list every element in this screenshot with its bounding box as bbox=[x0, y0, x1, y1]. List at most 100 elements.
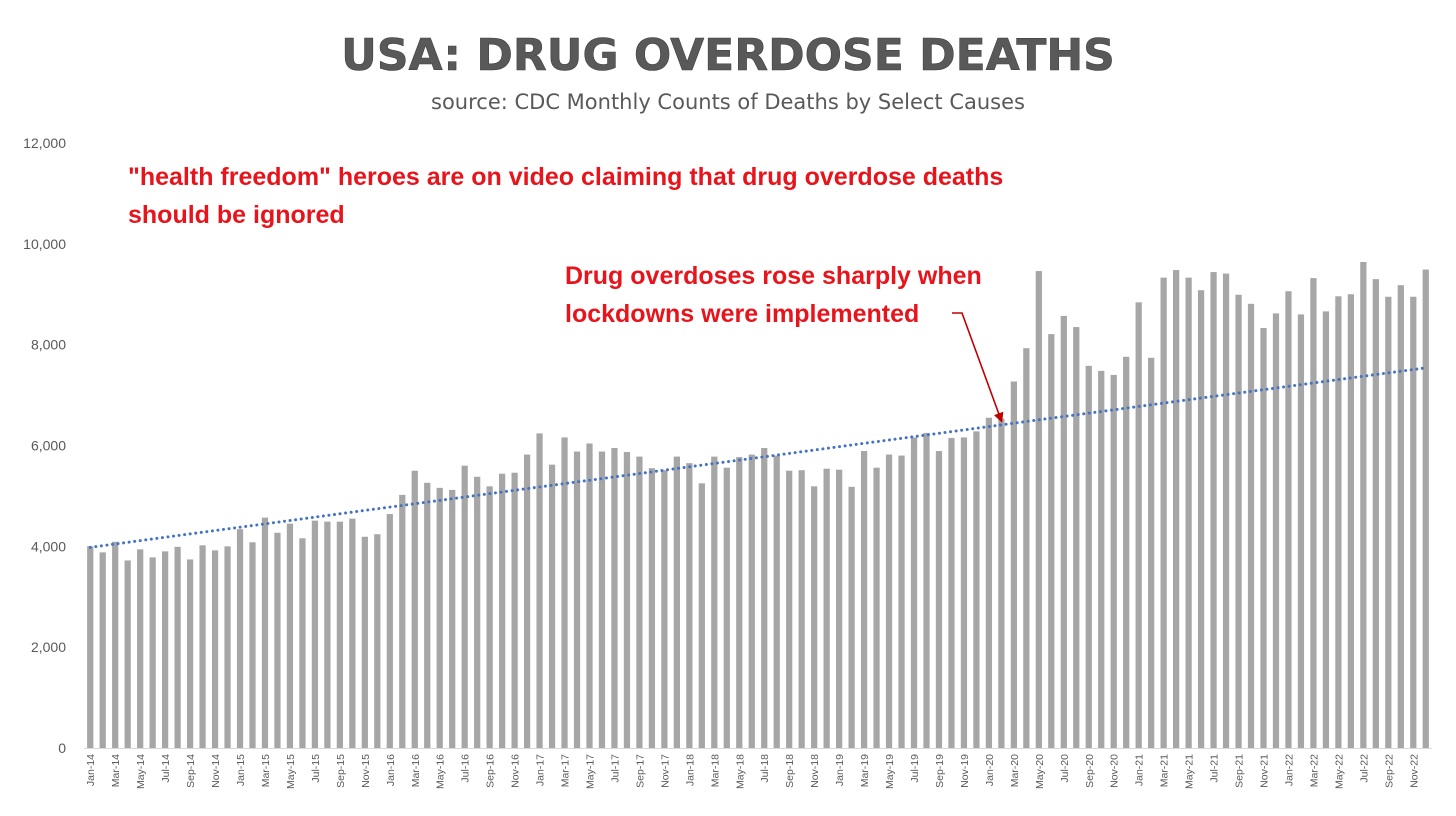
bar-feb-18 bbox=[698, 483, 705, 748]
x-tick-label: May-19 bbox=[884, 754, 896, 789]
bar-may-17 bbox=[586, 443, 593, 748]
x-tick-label: Jul-21 bbox=[1209, 754, 1221, 783]
bar-feb-21 bbox=[1148, 357, 1155, 748]
x-axis: Jan-14 Mar-14 May-14 Jul-14 Sep-14 Nov-14 Jan-… bbox=[85, 754, 1420, 789]
bar-feb-22 bbox=[1297, 314, 1305, 748]
x-tick-label: Nov-18 bbox=[809, 754, 821, 788]
bar-aug-17 bbox=[623, 452, 631, 748]
x-tick-label: Nov-19 bbox=[959, 754, 971, 788]
x-tick-label: Mar-17 bbox=[560, 754, 572, 787]
bar-may-14 bbox=[137, 549, 144, 748]
bar-nov-21 bbox=[1260, 328, 1267, 748]
bar-jul-20 bbox=[1060, 315, 1067, 748]
bar-oct-16 bbox=[499, 473, 506, 748]
x-tick-label: Jan-15 bbox=[235, 754, 247, 786]
x-tick-label: Sep-22 bbox=[1383, 754, 1395, 788]
x-tick-label: Jul-14 bbox=[160, 754, 172, 783]
bar-jun-21 bbox=[1197, 290, 1205, 748]
y-axis: 0 2,000 4,000 6,000 8,000 10,000 12,000 bbox=[23, 135, 66, 756]
bar-aug-22 bbox=[1372, 279, 1379, 749]
bar-sep-19 bbox=[935, 451, 943, 748]
bar-may-16 bbox=[436, 487, 443, 748]
x-tick-label: Jul-22 bbox=[1358, 754, 1370, 783]
bar-mar-15 bbox=[261, 517, 269, 748]
x-tick-label: Jan-17 bbox=[535, 754, 547, 786]
bar-oct-20 bbox=[1098, 370, 1105, 748]
x-tick-label: Jul-17 bbox=[609, 754, 621, 783]
x-tick-label: Jan-22 bbox=[1283, 754, 1295, 786]
lockdown-annotation-line1: Drug overdoses rose sharply when bbox=[565, 262, 982, 290]
top-annotation-line2: should be ignored bbox=[128, 201, 345, 229]
bars bbox=[87, 261, 1429, 749]
bar-nov-22 bbox=[1410, 296, 1417, 748]
x-tick-label: Sep-18 bbox=[784, 754, 796, 788]
bar-jul-22 bbox=[1360, 261, 1367, 748]
bar-apr-21 bbox=[1173, 270, 1180, 748]
y-tick-label: 4,000 bbox=[31, 538, 66, 554]
bar-may-22 bbox=[1335, 296, 1342, 748]
x-tick-label: Nov-17 bbox=[659, 754, 671, 788]
bar-jan-16 bbox=[386, 514, 393, 748]
x-tick-label: Jul-20 bbox=[1059, 754, 1071, 783]
trendline bbox=[88, 366, 1428, 549]
x-tick-label: Jul-18 bbox=[759, 754, 771, 783]
x-tick-label: Sep-16 bbox=[485, 754, 497, 788]
bar-jan-14 bbox=[87, 546, 94, 748]
bar-dec-22 bbox=[1422, 269, 1429, 748]
bar-jul-17 bbox=[611, 448, 618, 748]
bar-oct-22 bbox=[1397, 285, 1404, 748]
bar-aug-20 bbox=[1073, 327, 1080, 748]
x-tick-label: Nov-14 bbox=[210, 754, 222, 788]
bar-aug-19 bbox=[923, 432, 930, 748]
bar-jan-19 bbox=[836, 469, 843, 748]
bar-jan-20 bbox=[985, 417, 993, 748]
bar-mar-21 bbox=[1160, 277, 1167, 748]
bar-sep-21 bbox=[1235, 294, 1242, 748]
chart-subtitle: source: CDC Monthly Counts of Deaths by … bbox=[431, 90, 1025, 114]
bar-sep-14 bbox=[186, 559, 194, 748]
bar-aug-18 bbox=[773, 455, 780, 748]
bar-jul-16 bbox=[461, 465, 468, 748]
x-tick-label: Jul-19 bbox=[909, 754, 921, 783]
bar-may-19 bbox=[885, 454, 893, 748]
bar-jul-15 bbox=[311, 520, 319, 748]
x-tick-label: May-18 bbox=[734, 754, 746, 789]
bar-dec-18 bbox=[823, 468, 830, 748]
bar-jul-21 bbox=[1210, 272, 1217, 748]
x-tick-label: Jan-18 bbox=[684, 754, 696, 786]
bar-jun-16 bbox=[449, 489, 456, 748]
x-tick-label: Jan-21 bbox=[1134, 754, 1146, 786]
bar-jan-17 bbox=[536, 433, 543, 748]
bar-feb-20 bbox=[998, 418, 1005, 748]
bar-nov-15 bbox=[361, 536, 368, 748]
bar-may-15 bbox=[286, 523, 294, 748]
x-tick-label: Mar-19 bbox=[859, 754, 871, 787]
x-tick-label: Jan-16 bbox=[385, 754, 397, 786]
bar-dec-21 bbox=[1272, 313, 1280, 748]
trendline-line bbox=[88, 366, 1428, 549]
bar-dec-19 bbox=[973, 431, 980, 748]
bar-jan-18 bbox=[686, 463, 693, 748]
x-tick-label: Sep-14 bbox=[185, 754, 197, 788]
bar-dec-16 bbox=[523, 454, 531, 748]
x-tick-label: Jan-14 bbox=[85, 754, 97, 786]
bar-oct-21 bbox=[1247, 303, 1255, 748]
x-tick-label: Sep-17 bbox=[634, 754, 646, 788]
bar-feb-14 bbox=[99, 552, 106, 748]
x-tick-label: Mar-18 bbox=[709, 754, 721, 787]
bar-apr-16 bbox=[424, 482, 431, 748]
x-tick-label: Jan-19 bbox=[834, 754, 846, 786]
x-tick-label: Nov-21 bbox=[1259, 754, 1271, 788]
bar-aug-15 bbox=[324, 521, 331, 748]
bar-oct-14 bbox=[199, 545, 206, 748]
bar-may-18 bbox=[736, 457, 743, 748]
bar-dec-14 bbox=[224, 546, 231, 748]
bar-jun-20 bbox=[1048, 334, 1055, 748]
x-tick-label: Sep-21 bbox=[1234, 754, 1246, 788]
bar-mar-16 bbox=[411, 470, 418, 748]
x-tick-label: Jul-16 bbox=[460, 754, 472, 783]
chart-title: USA: DRUG OVERDOSE DEATHS bbox=[341, 30, 1115, 81]
bar-nov-19 bbox=[960, 437, 968, 748]
bar-sep-18 bbox=[786, 470, 793, 748]
y-tick-label: 8,000 bbox=[31, 337, 66, 353]
